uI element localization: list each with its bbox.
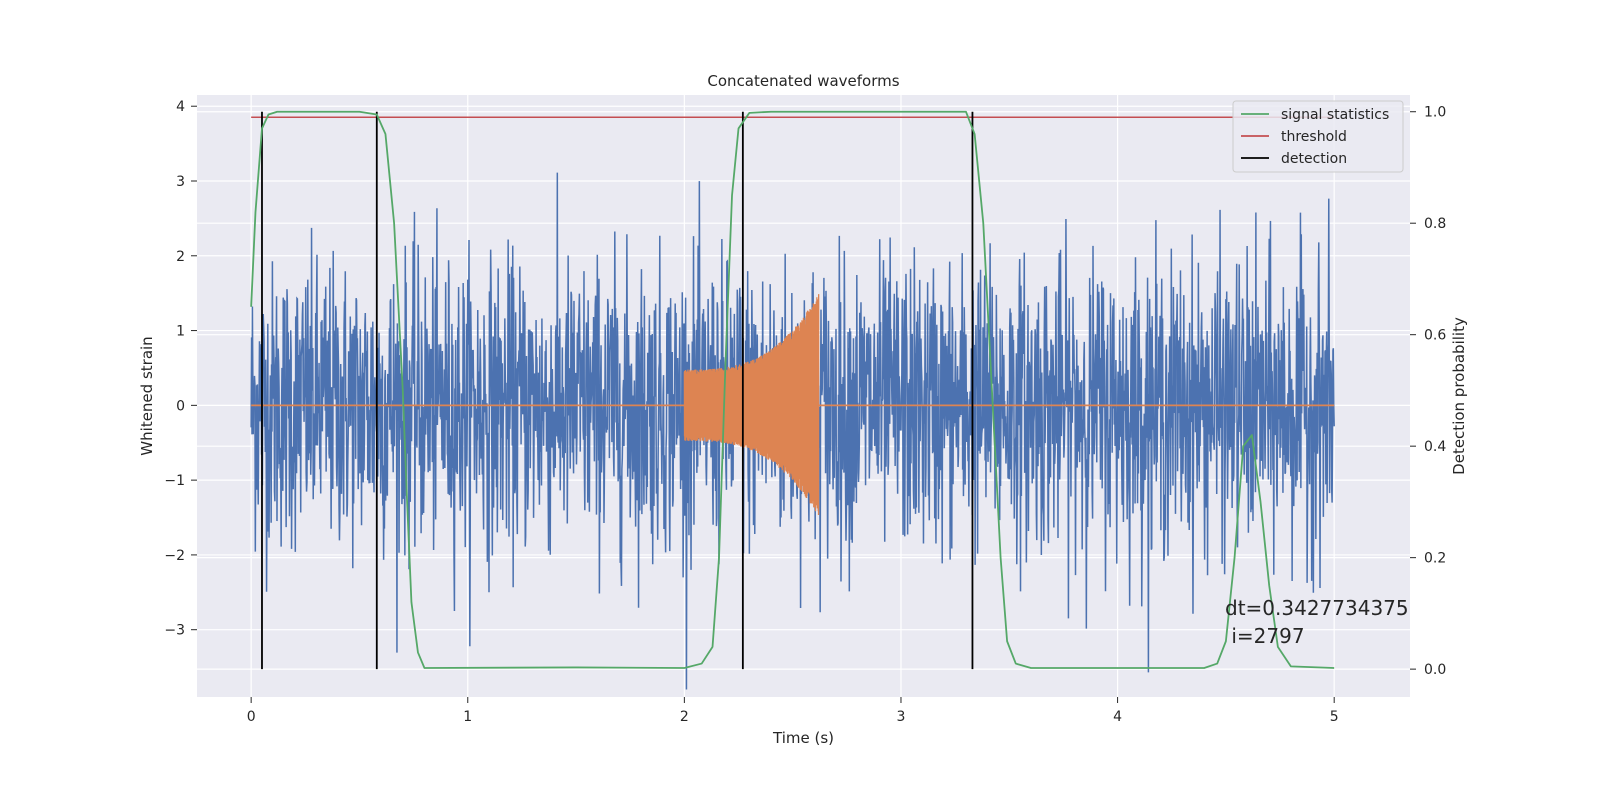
x-tick-label: 0 <box>247 709 256 725</box>
y-tick-label: −3 <box>164 623 185 639</box>
legend-box <box>1232 100 1404 173</box>
y-tick-label: 1 <box>176 324 185 340</box>
x-tick-label: 4 <box>1113 709 1122 725</box>
y-right-tick-label: 0.2 <box>1424 551 1446 567</box>
legend-entry-label: detection <box>1281 151 1347 167</box>
y-right-tick-label: 0.4 <box>1424 439 1446 455</box>
y-tick-label: 2 <box>176 249 185 265</box>
legend-entry-label: threshold <box>1281 129 1347 145</box>
chirp-waveform-series <box>251 294 1335 516</box>
annotation-text: dt=0.3427734375 i=2797 <box>1225 596 1409 648</box>
x-tick-label: 3 <box>897 709 906 725</box>
annotation-line: i=2797 <box>1225 624 1305 648</box>
x-tick-label: 5 <box>1330 709 1339 725</box>
y-right-tick-label: 0.0 <box>1424 662 1446 678</box>
legend-entry-label: signal statistics <box>1281 107 1389 123</box>
y-right-tick-label: 1.0 <box>1424 105 1446 121</box>
y-right-tick-label: 0.8 <box>1424 216 1446 232</box>
chart-title: Concatenated waveforms <box>707 72 899 90</box>
axes: 0 1 2 3 4 5 −3 −2 −1 0 1 2 3 4 0.0 0.2 0.4 0.6 0.8 1.0 <box>164 99 1446 725</box>
y-tick-label: 3 <box>176 174 185 190</box>
signal-statistics-series <box>250 110 1335 669</box>
y-tick-label: −1 <box>164 473 185 489</box>
annotation-line: dt=0.3427734375 <box>1225 596 1409 620</box>
chirp-waveform-line <box>683 294 820 516</box>
x-axis-label: Time (s) <box>772 729 834 747</box>
detection-lines <box>261 111 974 670</box>
y-axis-right-label: Detection probability <box>1450 317 1468 475</box>
y-axis-label: Whitened strain <box>138 336 156 455</box>
x-tick-label: 2 <box>680 709 689 725</box>
signal-statistics-line <box>250 110 1335 669</box>
y-right-tick-label: 0.6 <box>1424 328 1446 344</box>
legend: signal statistics threshold detection <box>1232 100 1404 173</box>
y-tick-label: 0 <box>176 398 185 414</box>
x-tick-label: 1 <box>463 709 472 725</box>
y-tick-label: 4 <box>176 99 185 115</box>
y-tick-label: −2 <box>164 548 185 564</box>
